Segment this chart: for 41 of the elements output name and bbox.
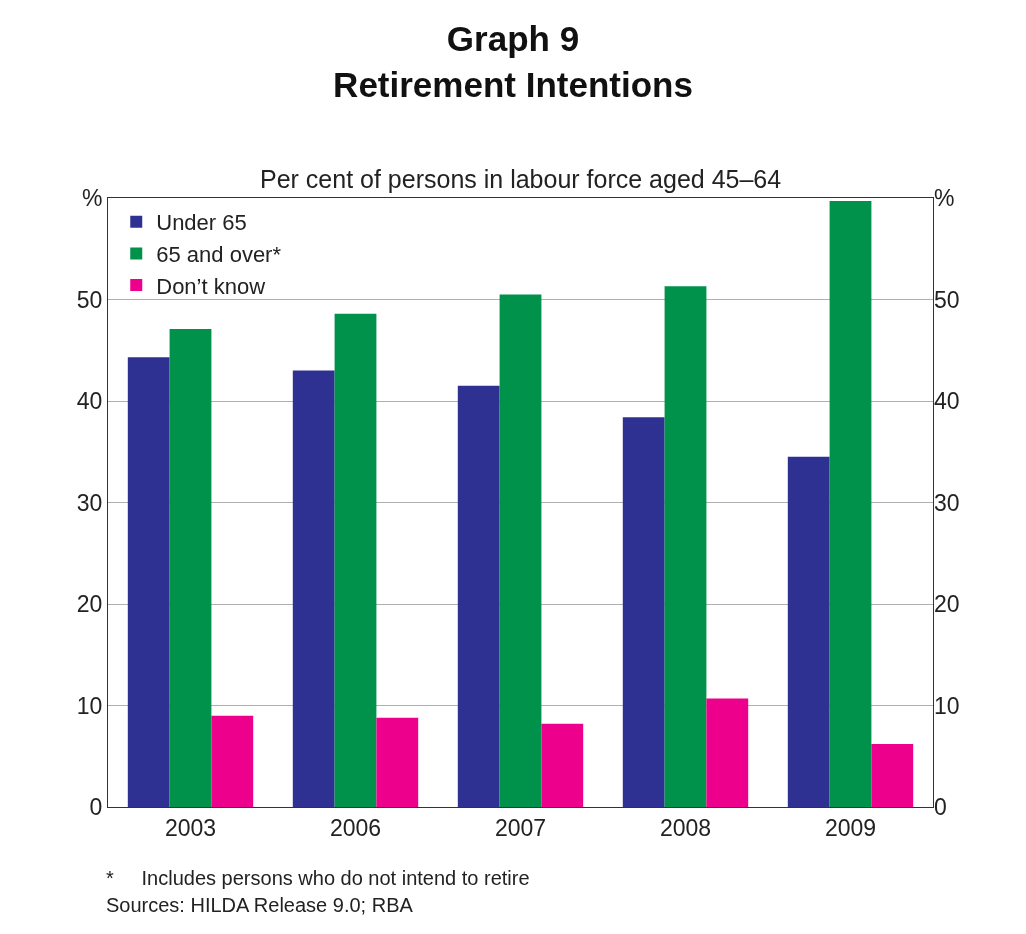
y-tick-label: 40 [76,388,103,415]
chart-title: Graph 9 Retirement Intentions [333,19,693,104]
chart-subtitle: Per cent of persons in labour force aged 45–64 [260,165,782,193]
y2-tick-label: 20 [934,591,960,618]
y2-tick-label: 40 [934,388,960,415]
bar [787,456,830,807]
bar [664,286,707,807]
bar [622,417,665,807]
bar [457,385,500,807]
x-tick-label: 2006 [329,814,382,841]
y-tick-label: 0 [89,794,103,821]
y2-tick-label: 0 [934,794,947,821]
y2-tick-label: 50 [934,286,960,313]
legend-label: 65 and over* [156,242,282,268]
bar [829,201,872,807]
text: * Includes persons who do not intend to retire [106,867,530,889]
y2-tick-label: % [934,185,955,212]
bar [871,744,914,807]
x-tick-label: 2007 [494,814,547,841]
y2-tick-label: 30 [934,489,960,516]
bar [541,723,584,807]
bar [334,313,377,807]
legend-label: Don’t know [156,273,266,299]
bar [169,328,212,807]
x-tick-label: 2008 [659,814,712,841]
y2-tick-label: 10 [934,692,960,719]
y-tick-label: % [81,185,103,212]
bar [211,715,254,807]
legend-label: Under 65 [156,210,247,236]
bar [376,717,419,807]
bar [706,698,749,807]
source-note: Sources: HILDA Release 9.0; RBA [106,894,414,916]
y-tick-label: 50 [76,286,103,313]
x-tick-label: 2003 [164,814,217,841]
bar [292,370,335,807]
bar [499,294,542,807]
y-tick-label: 20 [76,591,103,618]
y-tick-label: 30 [76,489,103,516]
x-tick-label: 2009 [824,814,877,841]
y-tick-label: 10 [76,692,103,719]
bar [127,357,170,807]
